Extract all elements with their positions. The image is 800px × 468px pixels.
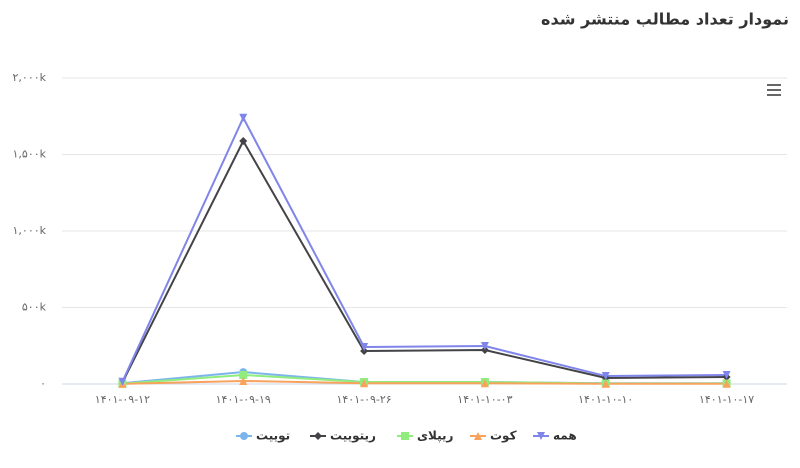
legend-symbol [240, 432, 248, 440]
data-point [601, 372, 610, 381]
y-tick-label: ۵۰۰k [22, 301, 47, 314]
series-line [122, 379, 727, 385]
data-point [360, 342, 369, 351]
data-point [118, 377, 127, 386]
series-line [121, 138, 727, 383]
data-point [480, 342, 489, 351]
legend-symbol [401, 432, 409, 440]
x-tick-label: ۱۴۰۱-۱۰-۱۷ [699, 393, 754, 406]
y-tick-label: ۱,۵۰۰k [13, 148, 47, 161]
legend-label: کوت [490, 429, 517, 444]
legend-item[interactable]: همه [533, 429, 577, 443]
legend-label: ریتوییت [330, 429, 376, 444]
legend-symbol [314, 432, 322, 440]
x-tick-label: ۱۴۰۱-۰۹-۱۹ [216, 393, 271, 406]
legend-item[interactable]: توییت [236, 429, 290, 444]
y-tick-label: ۲,۰۰۰k [13, 71, 47, 84]
legend-label: توییت [256, 429, 290, 444]
x-tick-label: ۱۴۰۱-۱۰-۰۳ [457, 393, 512, 406]
x-tick-label: ۱۴۰۱-۱۰-۱۰ [578, 393, 633, 406]
legend-item[interactable]: ریتوییت [310, 429, 376, 444]
legend-item[interactable]: کوت [470, 429, 517, 444]
data-point [480, 379, 489, 388]
legend-label: همه [553, 429, 577, 443]
legend-item[interactable]: ریپلای [397, 429, 454, 443]
menu-button[interactable] [764, 82, 784, 98]
data-point [722, 370, 731, 379]
data-point [239, 137, 248, 146]
legend-symbol [474, 432, 482, 440]
x-tick-label: ۱۴۰۱-۰۹-۱۲ [95, 393, 150, 406]
x-tick-label: ۱۴۰۱-۰۹-۲۶ [336, 393, 391, 406]
data-point [722, 379, 731, 388]
series-line [121, 115, 727, 383]
y-tick-label: ۰ [40, 377, 46, 390]
data-point [239, 370, 248, 379]
data-point [239, 113, 248, 122]
data-point [239, 376, 248, 385]
legend-symbol [537, 432, 545, 440]
data-point [601, 379, 610, 388]
chart-title: نمودار تعداد مطالب منتشر شده [541, 10, 789, 29]
legend: توییت ریتوییت ریپلای کوت همه [236, 429, 577, 444]
y-tick-label: ۱,۰۰۰k [13, 224, 47, 237]
legend-label: ریپلای [417, 429, 454, 443]
data-point [360, 379, 369, 388]
